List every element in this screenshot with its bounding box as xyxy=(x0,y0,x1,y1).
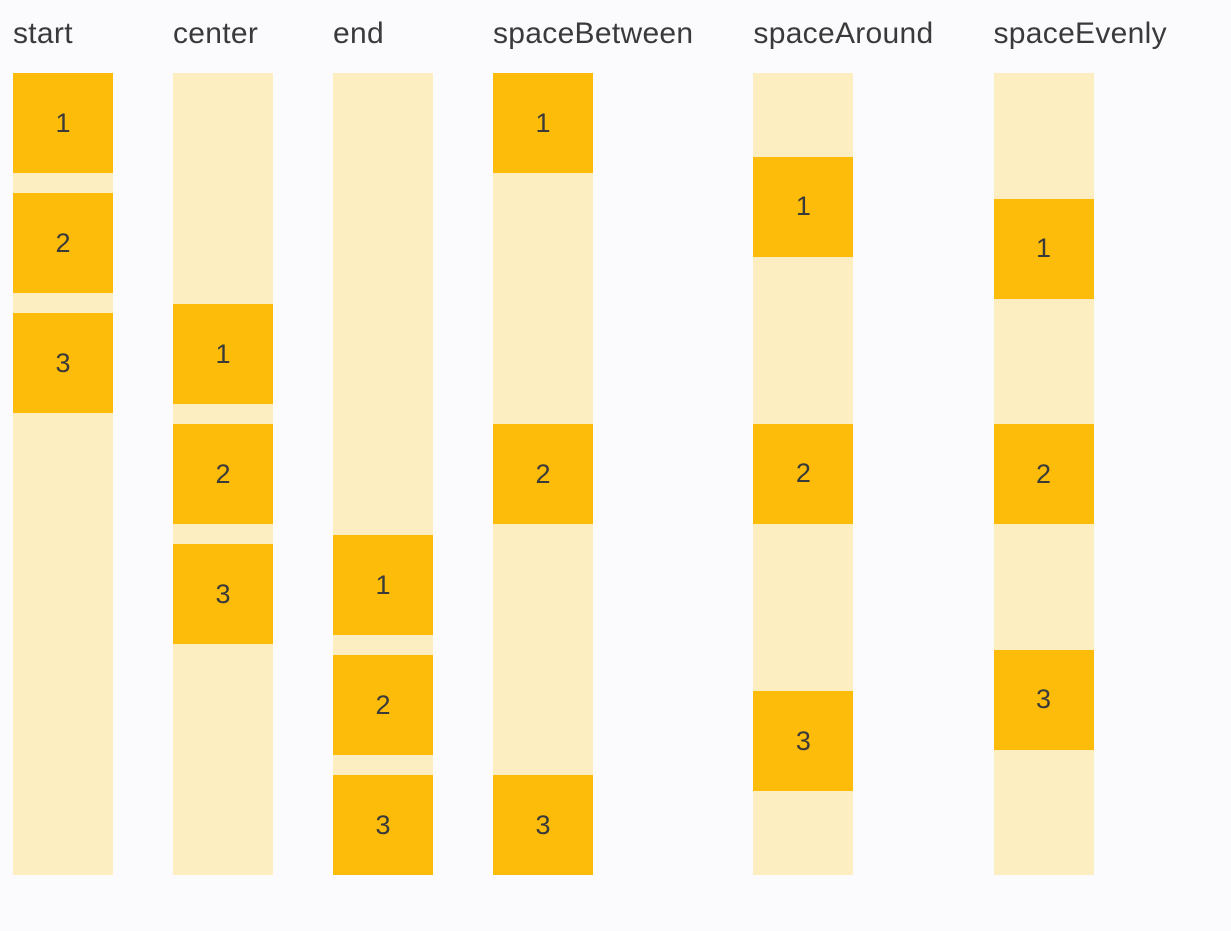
flex-item-box-3: 3 xyxy=(993,649,1094,750)
flex-track: 1 2 3 xyxy=(753,73,854,875)
flex-item-box-2: 2 xyxy=(13,193,113,293)
flex-track: 1 2 3 xyxy=(173,73,273,875)
justify-demo-column-spaceEvenly: spaceEvenly 1 2 3 xyxy=(993,10,1167,875)
justify-demo-column-center: center 1 2 3 xyxy=(173,10,273,875)
column-label: start xyxy=(13,17,73,50)
flex-item-box-3: 3 xyxy=(753,691,854,792)
justify-demo-column-end: end 1 2 3 xyxy=(333,10,433,875)
flex-item-box-2: 2 xyxy=(993,424,1094,524)
flex-item-box-1: 1 xyxy=(173,304,273,404)
justify-demo-column-start: start 1 2 3 xyxy=(13,10,113,875)
flex-item-box-2: 2 xyxy=(333,655,433,755)
flex-item-box-1: 1 xyxy=(993,198,1094,299)
flex-item-box-1: 1 xyxy=(333,535,433,635)
flex-item-box-2: 2 xyxy=(753,423,854,524)
flex-item-box-1: 1 xyxy=(753,156,854,257)
justify-demo-column-spaceAround: spaceAround 1 2 3 xyxy=(753,10,933,875)
column-label: spaceBetween xyxy=(493,17,694,50)
flex-item-box-3: 3 xyxy=(173,544,273,644)
justify-demo-column-spaceBetween: spaceBetween 1 2 3 xyxy=(493,10,693,875)
flex-item-box-2: 2 xyxy=(493,424,593,524)
flex-track: 1 2 3 xyxy=(13,73,113,875)
flex-item-box-2: 2 xyxy=(173,424,273,524)
flex-item-box-3: 3 xyxy=(13,313,113,413)
column-label: end xyxy=(333,17,384,50)
flex-track: 1 2 3 xyxy=(493,73,593,875)
flex-item-box-1: 1 xyxy=(493,73,593,173)
flex-item-box-3: 3 xyxy=(493,775,593,875)
flex-track: 1 2 3 xyxy=(993,73,1094,875)
column-label: spaceEvenly xyxy=(993,17,1167,50)
flex-track: 1 2 3 xyxy=(333,73,433,875)
column-label: spaceAround xyxy=(753,17,934,50)
flex-item-box-1: 1 xyxy=(13,73,113,173)
column-label: center xyxy=(173,17,259,50)
flex-item-box-3: 3 xyxy=(333,775,433,875)
